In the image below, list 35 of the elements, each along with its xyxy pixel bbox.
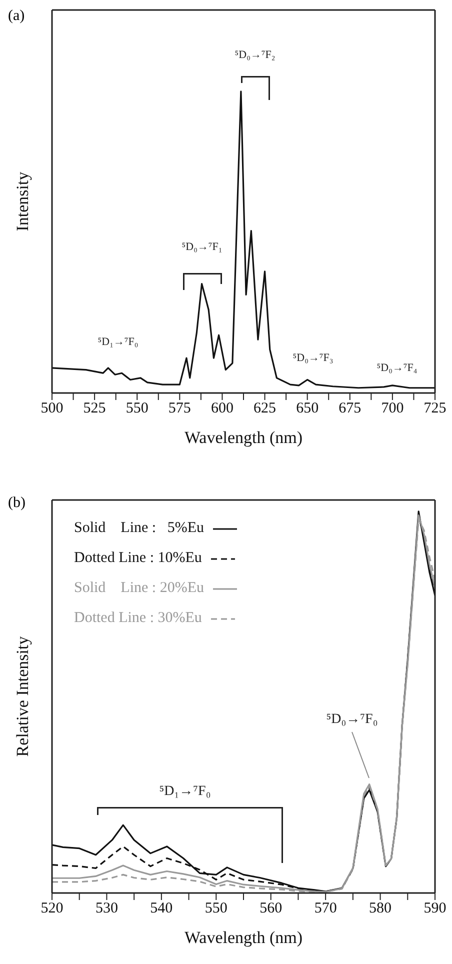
legend-label: Solid Line : 5%Eu <box>74 520 204 537</box>
annotation: ⁵D₀→⁷F₀ <box>326 712 378 728</box>
x-tick-label: 570 <box>314 900 337 917</box>
x-tick-label: 550 <box>204 900 228 917</box>
chart-title: (b) <box>8 495 26 512</box>
y-axis-title: Relative Intensity <box>13 636 32 757</box>
annotation: ⁵D₀→⁷F₃ <box>292 352 334 364</box>
x-tick-label: 520 <box>40 900 64 917</box>
annotation: ⁵D₁→⁷F₀ <box>159 784 211 800</box>
x-tick-label: 580 <box>369 900 392 917</box>
text: ⁵D₀→⁷F₂ <box>234 49 276 61</box>
x-tick-label: 625 <box>254 400 276 417</box>
x-tick-label: 725 <box>424 400 446 417</box>
x-tick-label: 560 <box>260 900 282 917</box>
chart-title: (a) <box>8 8 25 25</box>
x-axis-title: Wavelength (nm) <box>184 428 303 447</box>
x-tick-label: 600 <box>210 400 234 417</box>
x-tick-label: 650 <box>296 400 319 417</box>
x-tick-label: 590 <box>424 900 446 917</box>
x-tick-label: 575 <box>168 400 191 417</box>
y-axis-title: Intensity <box>13 171 32 232</box>
x-tick-label: 700 <box>381 400 404 417</box>
annotation: ⁵D₀→⁷F₁ <box>182 241 222 253</box>
x-tick-label: 550 <box>126 400 148 417</box>
legend-label: Solid Line : 20%Eu <box>74 580 204 597</box>
x-tick-label: 500 <box>40 400 64 417</box>
x-tick-label: 525 <box>83 400 106 417</box>
legend-label: Dotted Line : 30%Eu <box>74 610 202 627</box>
annotation: ⁵D₁→⁷F₀ <box>98 336 138 348</box>
legend-label: Dotted Line : 10%Eu <box>74 550 202 567</box>
x-axis-title: Wavelength (nm) <box>184 928 303 947</box>
x-tick-label: 530 <box>95 900 118 917</box>
x-tick-label: 540 <box>150 900 173 917</box>
x-tick-label: 675 <box>338 400 362 417</box>
annotation: ⁵D₀→⁷F₄ <box>376 362 418 374</box>
